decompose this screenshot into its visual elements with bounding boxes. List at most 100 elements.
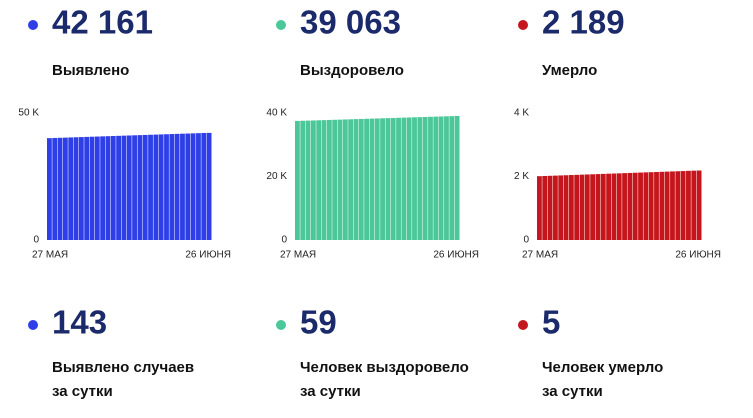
- y-tick-label: 4 K: [514, 108, 529, 119]
- bar: [606, 173, 612, 240]
- total-label: Умерло: [542, 62, 597, 79]
- bar: [454, 115, 460, 240]
- bar: [190, 133, 196, 240]
- bar: [110, 136, 116, 240]
- status-dot: [276, 20, 286, 30]
- bar: [412, 117, 417, 240]
- total-value: 2 189: [542, 4, 625, 41]
- bar: [158, 134, 164, 240]
- bar: [369, 118, 375, 240]
- total-label: Выявлено: [52, 62, 129, 79]
- y-tick-label: 20 K: [266, 171, 287, 182]
- bar: [342, 119, 348, 240]
- bar: [643, 172, 649, 240]
- bar: [622, 173, 627, 240]
- bar: [94, 136, 100, 240]
- bar: [654, 171, 659, 240]
- daily-label: Человек умерло: [542, 359, 663, 376]
- bar: [444, 116, 449, 240]
- bar: [579, 174, 585, 240]
- bar: [659, 171, 665, 240]
- y-tick-label: 50 K: [18, 108, 39, 119]
- bar: [595, 174, 601, 240]
- bar: [590, 174, 596, 240]
- bar: [406, 117, 412, 240]
- bar: [600, 173, 606, 240]
- bar: [164, 134, 169, 240]
- bar: [52, 137, 58, 240]
- bar: [417, 117, 423, 240]
- bar: [422, 116, 428, 240]
- bar: [300, 120, 306, 240]
- bar: [401, 117, 407, 240]
- x-tick-label: 27 МАЯ: [32, 250, 68, 261]
- bar: [568, 175, 574, 240]
- total-value: 42 161: [52, 4, 153, 41]
- bar: [584, 174, 590, 240]
- bar: [664, 171, 670, 240]
- bar: [169, 134, 175, 240]
- bar: [326, 119, 332, 240]
- bar: [89, 136, 95, 240]
- bar: [574, 174, 580, 240]
- bar: [105, 136, 111, 240]
- bar: [438, 116, 444, 240]
- bar: [100, 136, 106, 240]
- bar: [558, 175, 564, 240]
- bar: [316, 120, 322, 240]
- bar: [670, 171, 675, 240]
- bar: [348, 119, 354, 240]
- bar: [73, 137, 79, 240]
- y-tick-label: 40 K: [266, 108, 287, 119]
- bar: [449, 116, 455, 240]
- bar: [174, 133, 180, 240]
- bar: [380, 118, 385, 240]
- bar: [396, 117, 401, 240]
- bar: [632, 172, 638, 240]
- bar: [542, 175, 548, 240]
- bar: [364, 118, 370, 240]
- bar: [675, 171, 681, 240]
- bar: [116, 135, 122, 240]
- bar: [648, 172, 654, 240]
- bar: [696, 170, 702, 240]
- daily-label: за сутки: [300, 383, 361, 400]
- bar: [305, 120, 311, 240]
- bar: [547, 175, 553, 240]
- daily-label: Человек выздоровело: [300, 359, 469, 376]
- bar: [321, 120, 327, 240]
- status-dot: [28, 320, 38, 330]
- bar: [310, 120, 316, 240]
- bar: [201, 132, 207, 240]
- bar: [62, 137, 68, 240]
- bar: [295, 120, 300, 240]
- bar: [185, 133, 191, 240]
- x-tick-label: 26 ИЮНЯ: [185, 250, 231, 261]
- status-dot: [28, 20, 38, 30]
- status-dot: [518, 320, 528, 330]
- bar: [638, 172, 643, 240]
- daily-label: Выявлено случаев: [52, 359, 194, 376]
- bar: [611, 173, 617, 240]
- status-dot: [276, 320, 286, 330]
- bar: [691, 170, 697, 240]
- bar: [137, 135, 143, 240]
- bar: [374, 118, 380, 240]
- bar: [142, 134, 148, 240]
- x-tick-label: 27 МАЯ: [280, 250, 316, 261]
- bar: [680, 171, 686, 240]
- bar: [206, 132, 212, 240]
- bar: [686, 170, 691, 240]
- y-tick-label: 2 K: [514, 171, 529, 182]
- bar: [196, 133, 201, 240]
- bar: [552, 175, 558, 240]
- daily-value: 143: [52, 304, 107, 341]
- y-tick-label: 0: [33, 235, 39, 246]
- bar: [537, 176, 542, 240]
- x-tick-label: 26 ИЮНЯ: [675, 250, 721, 261]
- x-tick-label: 27 МАЯ: [522, 250, 558, 261]
- bar: [353, 119, 359, 240]
- total-label: Выздоровело: [300, 62, 404, 79]
